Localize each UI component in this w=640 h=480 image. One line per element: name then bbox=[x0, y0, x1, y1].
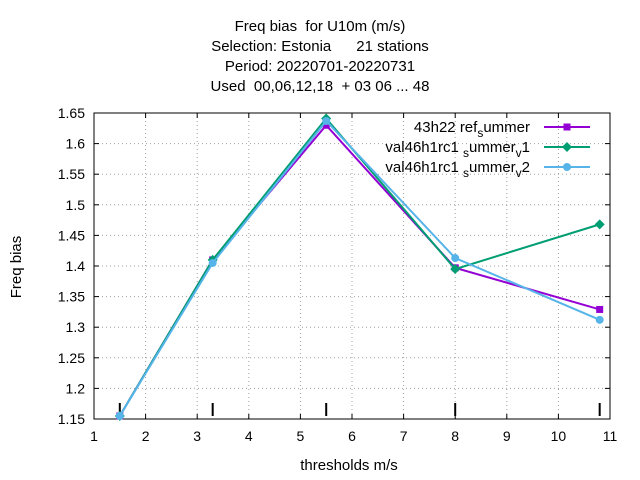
series-1 bbox=[116, 121, 604, 420]
x-tick-label: 1 bbox=[90, 428, 98, 444]
y-tick-label: 1.6 bbox=[66, 136, 86, 152]
data-point bbox=[594, 219, 605, 230]
data-point bbox=[596, 305, 604, 313]
y-tick-label: 1.3 bbox=[66, 319, 86, 335]
x-tick-label: 10 bbox=[551, 428, 567, 444]
y-tick-label: 1.65 bbox=[58, 105, 85, 121]
x-axis-label: thresholds m/s bbox=[300, 457, 398, 474]
data-point bbox=[208, 258, 217, 267]
legend-entry-2: val46h1rc1 summerv1 bbox=[385, 139, 590, 160]
x-tick-label: 3 bbox=[193, 428, 201, 444]
y-tick-label: 1.4 bbox=[66, 258, 86, 274]
title-line-1: Freq bias for U10m (m/s) bbox=[234, 18, 406, 35]
x-tick-label: 7 bbox=[400, 428, 408, 444]
y-tick-label: 1.15 bbox=[58, 411, 85, 427]
axes: 1 2 3 4 5 6 7 8 9 10 11 1.15 1.2 1.25 1.3 1.35 1.4 1.45 1.… bbox=[58, 105, 618, 444]
x-tick-label: 6 bbox=[348, 428, 356, 444]
data-point bbox=[450, 264, 461, 275]
data-point bbox=[115, 411, 124, 420]
title-line-3: Period: 20220701-20220731 bbox=[224, 58, 416, 75]
legend-entry-3: val46h1rc1 summerv2 bbox=[385, 159, 590, 180]
y-tick-label: 1.35 bbox=[58, 289, 85, 305]
legend-label: val46h1rc1 summerv2 bbox=[385, 159, 530, 180]
legend-entry-1: 43h22 refsummer bbox=[414, 119, 590, 140]
x-tick-label: 2 bbox=[142, 428, 150, 444]
x-tick-label: 8 bbox=[451, 428, 459, 444]
series-3 bbox=[115, 116, 604, 420]
data-point bbox=[563, 123, 571, 131]
data-point bbox=[451, 254, 460, 263]
data-point bbox=[322, 116, 331, 125]
y-axis-label: Freq bias bbox=[8, 236, 25, 299]
series-2 bbox=[114, 113, 605, 421]
x-tick-label: 4 bbox=[245, 428, 253, 444]
x-tick-label: 9 bbox=[503, 428, 511, 444]
data-point bbox=[595, 315, 604, 324]
title-line-4: Used 00,06,12,18 + 03 06 ... 48 bbox=[210, 78, 430, 95]
y-tick-label: 1.55 bbox=[58, 166, 85, 182]
y-tick-label: 1.25 bbox=[58, 350, 85, 366]
y-tick-label: 1.5 bbox=[66, 197, 86, 213]
series-group bbox=[114, 113, 605, 421]
data-point bbox=[322, 121, 330, 129]
x-tick-label: 11 bbox=[603, 428, 618, 444]
x-tick-label: 5 bbox=[297, 428, 305, 444]
legend-label: val46h1rc1 summerv1 bbox=[385, 139, 530, 160]
legend-label: 43h22 refsummer bbox=[414, 119, 530, 140]
y-tick-label: 1.45 bbox=[58, 227, 85, 243]
title-line-2: Selection: Estonia 21 stations bbox=[211, 38, 429, 55]
data-point bbox=[563, 163, 571, 171]
y-tick-label: 1.2 bbox=[66, 380, 86, 396]
data-point bbox=[562, 142, 572, 152]
grid bbox=[94, 113, 610, 419]
